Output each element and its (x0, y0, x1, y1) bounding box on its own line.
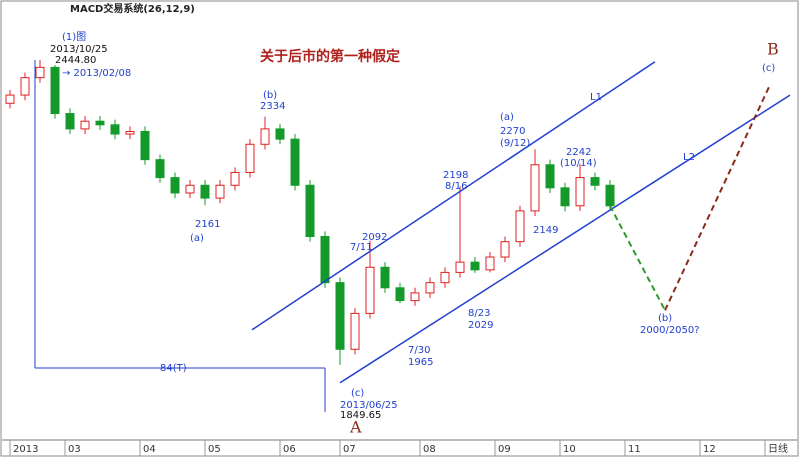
candle-body (200, 184, 210, 199)
annotation: 2092 (362, 232, 387, 243)
candle-body (380, 266, 390, 289)
candle-body (20, 77, 30, 96)
candle-body (455, 261, 465, 273)
x-tick-label: 04 (143, 444, 156, 455)
x-tick-label: 07 (343, 444, 356, 455)
annotation: 1849.65 (340, 410, 381, 421)
annotation: 84(T) (160, 363, 187, 374)
annotation: 2444.80 (55, 55, 96, 66)
candle-body (410, 292, 420, 302)
annotation: 7/11 (350, 242, 372, 253)
candle-body (275, 128, 285, 140)
candle-body (605, 184, 615, 207)
annotation: 1965 (408, 357, 433, 368)
candle-body (290, 138, 300, 186)
candle-body (140, 130, 150, 161)
candle-body (575, 177, 585, 207)
annotation: 7/30 (408, 345, 430, 356)
candle-body (335, 282, 345, 350)
annotation: B (767, 40, 779, 59)
annotation: A (349, 418, 362, 437)
annotation: 2000/2050? (640, 325, 700, 336)
x-tick-label: 08 (423, 444, 436, 455)
x-tick-label: 06 (283, 444, 296, 455)
candle-body (485, 256, 495, 271)
candle-body (530, 164, 540, 212)
annotation: 2013/10/25 (50, 44, 108, 55)
annotation: (b) (263, 90, 277, 101)
candle-body (50, 66, 60, 115)
candle-body (320, 236, 330, 284)
candle-body (560, 187, 570, 207)
candle-body (5, 94, 15, 104)
annotation: 8/23 (468, 308, 490, 319)
annotation: (b) (658, 313, 672, 324)
candle-body (170, 177, 180, 194)
x-tick-label: 日线 (768, 442, 788, 455)
candle-body (185, 184, 195, 194)
annotation: 2161 (195, 219, 220, 230)
x-tick-label: 03 (68, 444, 81, 455)
candle-body (425, 282, 435, 294)
candle-body (110, 124, 120, 135)
x-tick-label: 12 (703, 444, 716, 455)
annotation: (c) (762, 63, 775, 74)
annotation: 2013/06/25 (340, 400, 398, 411)
annotation: 2198 (443, 170, 468, 181)
chart-title: 关于后市的第一种假定 (260, 48, 400, 65)
candle-body (500, 241, 510, 258)
annotation: → 2013/02/08 (62, 68, 131, 79)
x-tick-label: 10 (563, 444, 576, 455)
annotation: 2270 (500, 126, 525, 137)
annotation: (10/14) (560, 158, 597, 169)
candle-body (590, 177, 600, 186)
candle-body (305, 184, 315, 238)
candle-body (260, 128, 270, 145)
annotation: (a) (190, 233, 204, 244)
candle-body (350, 312, 360, 350)
x-tick-label: 09 (498, 444, 511, 455)
candle-body (65, 113, 75, 130)
trend-line (251, 61, 656, 331)
candle-body (95, 120, 105, 126)
candle-body (80, 120, 90, 130)
trend-line-label: L1 (590, 92, 602, 103)
annotation: (9/12) (500, 138, 530, 149)
annotation: 8/16 (445, 181, 467, 192)
candle-body (155, 159, 165, 179)
candle-body (245, 143, 255, 173)
candle-body (230, 171, 240, 186)
candle-body (440, 271, 450, 284)
annotation: 2334 (260, 101, 285, 112)
indicator-header: MACD交易系统(26,12,9) (70, 2, 195, 15)
trend-line-label: L2 (683, 152, 695, 163)
x-tick-label: 05 (208, 444, 221, 455)
candle-body (215, 184, 225, 199)
x-tick-label: 2013 (13, 444, 38, 455)
annotation: 2029 (468, 320, 493, 331)
annotation: 2242 (566, 147, 591, 158)
candle-body (545, 164, 555, 189)
projection-segment (664, 84, 771, 311)
annotation: 2149 (533, 225, 558, 236)
x-tick-label: 11 (628, 444, 641, 455)
annotation: (a) (500, 112, 514, 123)
annotation: (1)图 (62, 31, 86, 43)
candle-body (515, 210, 525, 243)
candle-body (395, 287, 405, 302)
candle-body (470, 261, 480, 271)
candle-body (125, 130, 135, 135)
trend-line (339, 94, 791, 384)
annotation: (c) (351, 388, 364, 399)
candle-body (365, 266, 375, 314)
candle-body (35, 66, 45, 79)
